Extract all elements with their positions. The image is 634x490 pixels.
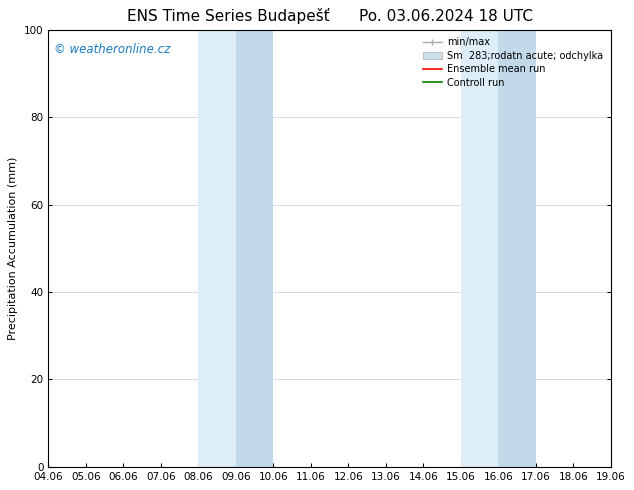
Bar <box>461 30 536 467</box>
Bar <box>198 30 273 467</box>
Bar <box>498 30 536 467</box>
Y-axis label: Precipitation Accumulation (mm): Precipitation Accumulation (mm) <box>8 156 18 340</box>
Legend: min/max, Sm  283;rodatn acute; odchylka, Ensemble mean run, Controll run: min/max, Sm 283;rodatn acute; odchylka, … <box>420 34 606 91</box>
Bar <box>236 30 273 467</box>
Text: © weatheronline.cz: © weatheronline.cz <box>54 43 171 56</box>
Title: ENS Time Series Budapešť      Po. 03.06.2024 18 UTC: ENS Time Series Budapešť Po. 03.06.2024 … <box>127 8 533 24</box>
